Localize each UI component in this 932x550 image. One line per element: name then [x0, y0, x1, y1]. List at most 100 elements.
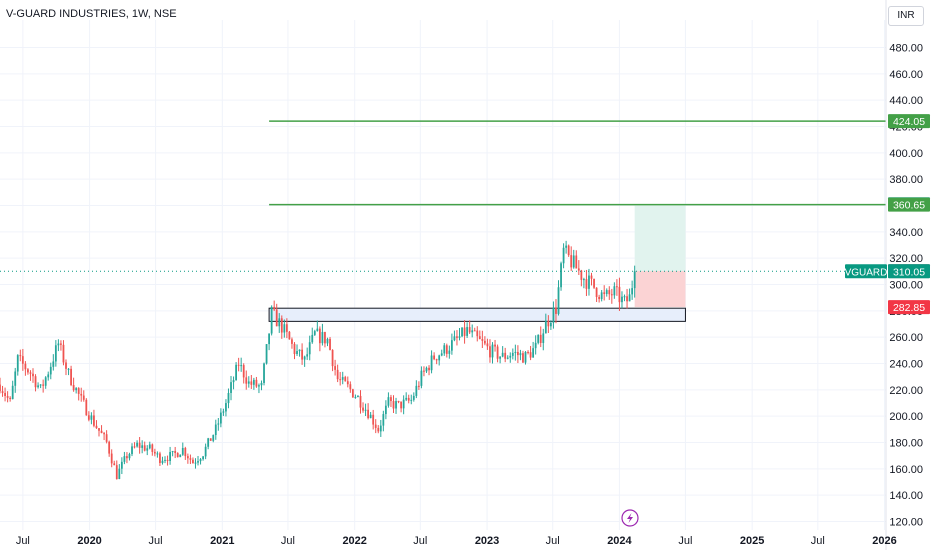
candle-body: [296, 351, 298, 355]
chart-zones: [268, 204, 686, 322]
candle-body: [387, 397, 390, 406]
candle-body: [174, 451, 177, 453]
candle-body: [608, 290, 611, 295]
candle-body: [511, 352, 514, 356]
x-tick-label: 2021: [210, 535, 234, 547]
candle-body: [417, 385, 420, 387]
candle-body: [11, 385, 14, 400]
candle-body: [95, 425, 98, 429]
x-tick-label: Jul: [281, 535, 295, 547]
candle-body: [615, 286, 618, 288]
candle-body: [151, 444, 154, 452]
candle-body: [600, 292, 603, 300]
candle-body: [595, 287, 598, 297]
horizontal-levels[interactable]: [0, 120, 886, 272]
candle-body: [265, 344, 268, 364]
candle-body: [87, 415, 90, 420]
candle-body: [230, 382, 232, 393]
price-label-text: 310.05: [893, 266, 925, 278]
candle-body: [336, 369, 339, 380]
candle-body: [110, 453, 113, 464]
chart-grid: [0, 20, 886, 530]
candle-body: [496, 346, 499, 359]
candle-body: [580, 270, 583, 280]
candle-body: [364, 409, 367, 411]
candle-body: [494, 344, 496, 347]
candle-body: [593, 278, 595, 288]
candle-body: [435, 359, 438, 361]
support-zone: [268, 307, 686, 322]
candle-body: [240, 365, 243, 367]
candle-body: [44, 377, 47, 386]
candle-body: [529, 352, 532, 358]
x-tick-label: 2020: [77, 535, 101, 547]
candle-body: [0, 384, 1, 392]
candle-body: [42, 384, 45, 386]
candle-body: [60, 343, 62, 345]
lightning-icon[interactable]: [621, 509, 639, 527]
y-tick-label: 240.00: [889, 359, 923, 371]
candle-body: [171, 451, 174, 453]
x-tick-label: 2026: [872, 535, 896, 547]
candle-body: [202, 456, 204, 460]
candle-body: [98, 428, 100, 431]
candle-body: [138, 442, 141, 448]
candle-body: [473, 330, 476, 332]
candle-body: [357, 395, 359, 397]
candle-body: [306, 354, 309, 357]
candle-body: [268, 333, 271, 345]
candle-body: [547, 320, 550, 327]
candle-body: [212, 435, 215, 441]
candle-body: [567, 245, 570, 256]
candle-body: [65, 362, 67, 369]
price-label-text: 360.65: [893, 200, 925, 212]
candle-body: [313, 331, 316, 335]
candle-body: [572, 255, 575, 268]
price-label-text: 424.05: [893, 116, 925, 128]
candle-body: [126, 456, 128, 459]
candle-body: [590, 275, 593, 279]
candle-body: [542, 333, 545, 343]
candle-body: [534, 342, 537, 349]
candle-body: [549, 322, 552, 327]
y-tick-label: 260.00: [889, 332, 923, 344]
candle-body: [552, 307, 555, 323]
candle-body: [37, 385, 39, 388]
candle-body: [252, 379, 255, 385]
candle-body: [47, 374, 50, 378]
candle-body: [222, 411, 225, 413]
candle-body: [197, 461, 199, 463]
candle-body: [49, 366, 52, 375]
candle-body: [146, 448, 149, 451]
candlestick-series: [0, 240, 636, 480]
candle-body: [516, 351, 519, 356]
candle-body: [232, 380, 235, 383]
candle-body: [176, 452, 179, 458]
candle-body: [263, 363, 265, 383]
candle-body: [633, 271, 636, 289]
candle-body: [34, 376, 37, 388]
candle-body: [80, 393, 83, 396]
candle-body: [481, 338, 484, 341]
candle-body: [85, 399, 88, 416]
candle-body: [618, 286, 621, 303]
candle-body: [283, 324, 286, 333]
candle-body: [483, 340, 486, 344]
candle-body: [478, 336, 481, 339]
candle-body: [582, 279, 585, 281]
candle-body: [291, 339, 293, 344]
candle-body: [605, 290, 608, 294]
candle-body: [390, 397, 392, 402]
chart-title: V-GUARD INDUSTRIES, 1W, NSE: [6, 8, 177, 20]
candle-body: [303, 356, 306, 360]
candle-body: [115, 465, 118, 479]
candle-body: [585, 279, 588, 289]
price-label: [888, 264, 930, 279]
time-axis[interactable]: Jul 2020 Jul 2021 Jul 2022 Jul 2023 Jul 2024 Jul 20…: [16, 535, 897, 547]
currency-button[interactable]: INR: [888, 6, 924, 26]
candle-body: [491, 344, 494, 358]
candle-body: [450, 340, 453, 351]
candle-body: [463, 327, 466, 336]
candle-body: [613, 286, 616, 296]
